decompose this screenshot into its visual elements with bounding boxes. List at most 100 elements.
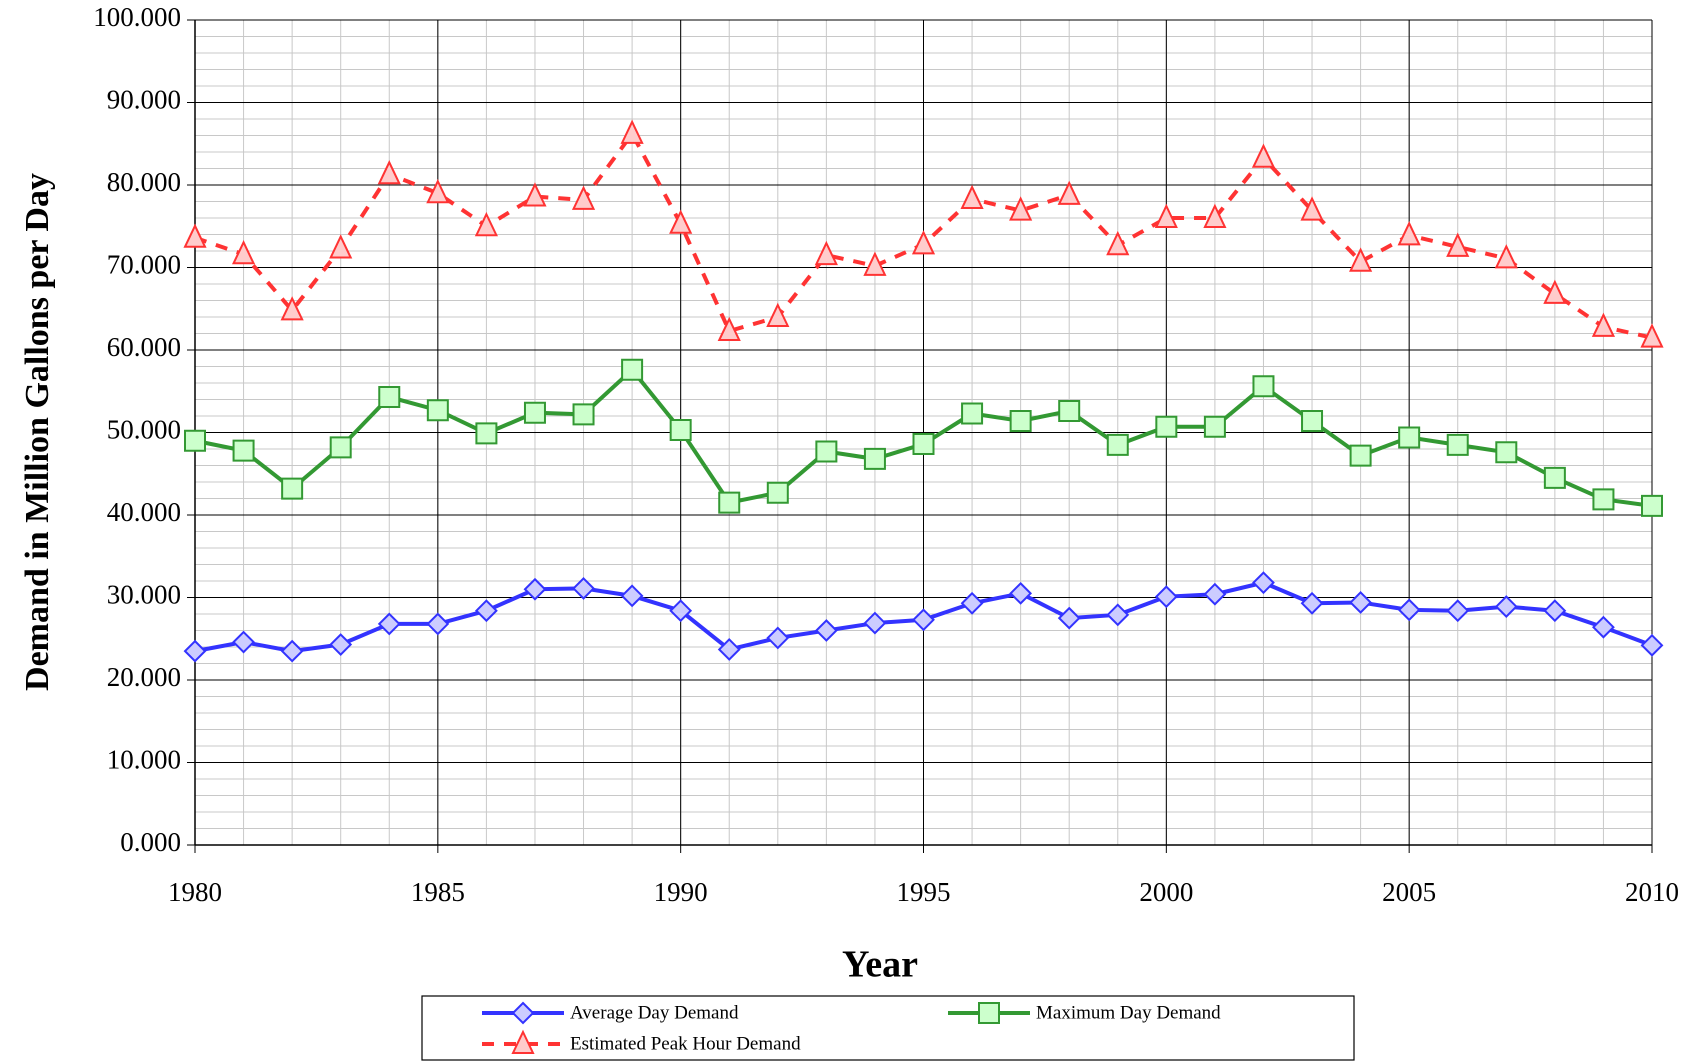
marker — [1640, 633, 1664, 657]
y-tick-label: 70.000 — [107, 250, 181, 280]
y-tick-label: 0.000 — [120, 827, 181, 857]
marker — [474, 211, 498, 237]
y-tick-label: 100.000 — [93, 2, 181, 32]
marker — [1349, 591, 1373, 614]
x-tick-label: 1985 — [411, 877, 465, 907]
marker — [960, 184, 984, 210]
marker — [426, 612, 450, 636]
marker — [863, 611, 887, 635]
marker — [378, 386, 401, 409]
y-tick-label: 60.000 — [107, 332, 181, 362]
marker — [1349, 247, 1373, 272]
marker — [1009, 196, 1033, 221]
marker — [231, 239, 256, 265]
marker — [1592, 615, 1615, 639]
marker — [1349, 444, 1372, 467]
marker — [620, 119, 644, 144]
marker — [1543, 279, 1567, 304]
marker — [1446, 599, 1470, 623]
marker — [669, 599, 693, 623]
x-axis-label: Year — [842, 944, 918, 986]
marker — [620, 584, 644, 608]
marker — [280, 639, 304, 663]
marker — [511, 1029, 535, 1054]
marker — [232, 439, 255, 462]
x-tick-label: 1980 — [168, 877, 222, 907]
marker — [329, 436, 352, 459]
marker — [863, 447, 886, 470]
y-tick-label: 40.000 — [107, 497, 181, 527]
marker — [1155, 415, 1178, 438]
y-axis-label: Demand in Million Gallons per Day — [19, 173, 56, 691]
y-tick-label: 30.000 — [107, 580, 181, 610]
marker — [184, 429, 206, 452]
marker — [232, 630, 255, 654]
marker — [183, 639, 207, 663]
marker — [1252, 571, 1275, 595]
marker — [912, 433, 935, 456]
marker — [1058, 400, 1081, 423]
marker — [1106, 603, 1130, 627]
marker — [280, 296, 304, 321]
marker — [766, 481, 789, 504]
marker — [1301, 409, 1324, 432]
marker — [1641, 494, 1663, 517]
marker — [1203, 582, 1227, 606]
marker — [523, 182, 547, 207]
marker — [571, 185, 596, 210]
marker — [1640, 323, 1664, 348]
x-tick-label: 2010 — [1625, 877, 1679, 907]
marker — [717, 316, 741, 342]
marker — [1494, 595, 1518, 618]
marker — [814, 240, 838, 266]
marker — [718, 491, 741, 514]
marker — [814, 619, 838, 642]
marker — [1154, 203, 1178, 228]
marker — [329, 633, 353, 656]
marker — [377, 159, 401, 185]
legend-label: Average Day Demand — [570, 1002, 739, 1023]
marker — [1251, 143, 1276, 168]
marker — [523, 401, 546, 424]
marker — [1154, 585, 1178, 609]
marker — [1543, 466, 1566, 489]
x-tick-label: 2000 — [1139, 877, 1193, 907]
marker — [669, 209, 693, 234]
marker — [523, 577, 547, 601]
x-tick-label: 1995 — [897, 877, 951, 907]
marker — [1397, 220, 1421, 246]
marker — [1446, 232, 1470, 257]
y-tick-label: 10.000 — [107, 745, 181, 775]
marker — [1252, 375, 1275, 398]
y-tick-label: 20.000 — [107, 662, 181, 692]
marker — [815, 440, 838, 463]
marker — [961, 402, 984, 425]
marker — [1106, 433, 1129, 456]
marker — [766, 626, 790, 650]
x-tick-label: 1990 — [654, 877, 708, 907]
marker — [1495, 441, 1518, 464]
marker — [1009, 581, 1033, 605]
marker — [1009, 409, 1032, 432]
marker — [329, 234, 353, 259]
marker — [1300, 591, 1324, 615]
marker — [281, 477, 304, 500]
marker — [911, 230, 936, 255]
marker — [1591, 312, 1616, 337]
marker — [426, 399, 449, 422]
marker — [1446, 433, 1469, 456]
marker — [717, 638, 741, 661]
legend-box — [421, 995, 1355, 1061]
marker — [426, 178, 450, 204]
marker — [863, 251, 887, 276]
y-tick-label: 90.000 — [107, 85, 181, 115]
marker — [1543, 599, 1567, 623]
marker — [912, 608, 935, 632]
marker — [1397, 598, 1421, 622]
y-tick-label: 50.000 — [107, 415, 181, 445]
marker — [511, 1001, 535, 1025]
marker — [1057, 180, 1081, 205]
marker — [669, 419, 692, 442]
y-tick-label: 80.000 — [107, 167, 181, 197]
